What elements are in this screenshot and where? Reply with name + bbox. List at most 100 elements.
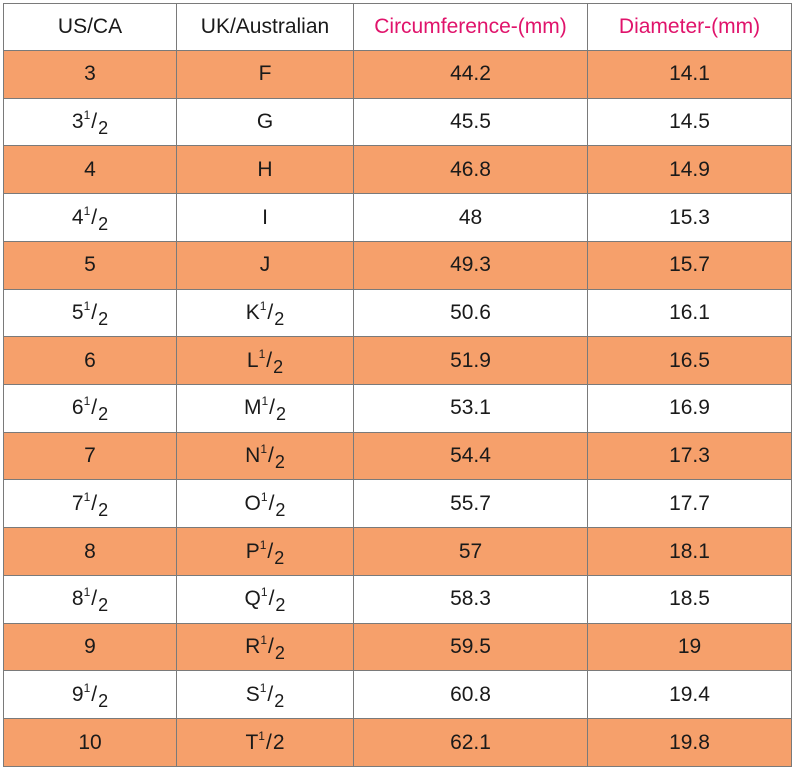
fraction-denominator: 2 [275,595,286,616]
fraction-denominator: 2 [274,308,285,329]
cell-uk-australian: P1/2 [176,527,354,576]
table-row: 91/2 S1/2 60.8 19.4 [3,670,792,720]
cell-uk-australian: S1/2 [176,670,354,720]
fraction-slash: / [91,587,98,611]
cell-us-ca: 61/2 [3,384,177,433]
cell-diameter: 17.3 [587,431,792,481]
cell-diameter: 18.1 [587,527,792,576]
fraction-denominator: 2 [276,404,287,425]
cell-uk-australian: T1/2 [176,718,354,767]
cell-us-ca: 10 [3,718,177,767]
cell-diameter: 19 [587,622,792,672]
cell-uk-australian: R1/2 [176,622,354,672]
cell-diameter: 14.9 [587,145,792,195]
size-base: 3 [84,62,96,86]
cell-circumference: 59.5 [353,622,588,672]
size-base: 7 [84,444,96,468]
size-base: 4 [84,157,96,181]
table-row: 10 T1/2 62.1 19.8 [3,718,792,767]
fraction-slash: / [268,634,274,658]
table-row: 71/2 O1/2 55.7 17.7 [3,479,792,529]
cell-circumference: 48 [353,193,588,242]
size-base: L [246,348,259,372]
size-base: 3 [71,110,84,134]
cell-diameter: 19.4 [587,670,792,720]
fraction-numerator: 1 [83,108,91,123]
fraction-slash: / [91,491,98,515]
cell-diameter: 16.1 [587,288,792,338]
cell-uk-australian: L1/2 [176,336,354,386]
fraction-numerator: 1 [83,489,91,504]
cell-circumference: 44.2 [353,50,588,99]
cell-circumference: 45.5 [353,97,588,147]
ring-size-table: US/CA UK/Australian Circumference-(mm) D… [3,3,792,767]
cell-uk-australian: Q1/2 [176,574,354,624]
header-us-ca: US/CA [3,3,177,51]
fraction-numerator: 1 [83,298,91,313]
fraction-numerator: 1 [83,394,91,409]
cell-us-ca: 51/2 [3,288,177,338]
fraction-denominator: 2 [98,595,109,616]
cell-us-ca: 5 [3,240,177,290]
fraction-denominator: 2 [274,547,285,568]
table-row: 51/2 K1/2 50.6 16.1 [3,288,792,338]
size-base: I [262,205,268,229]
cell-diameter: 17.7 [587,479,792,529]
fraction-slash: / [267,682,274,706]
fraction-denominator: 2 [98,118,109,139]
table-row: 4 H 46.8 14.9 [3,145,792,195]
cell-uk-australian: H [176,145,354,195]
cell-uk-australian: N1/2 [176,431,354,481]
fraction-slash: / [265,730,272,754]
cell-circumference: 49.3 [353,240,588,290]
cell-diameter: 16.9 [587,384,792,433]
table-row: 61/2 M1/2 53.1 16.9 [3,384,792,433]
fraction-denominator: 2 [98,690,109,711]
size-base: 4 [71,205,84,229]
fraction-slash: / [268,444,274,468]
fraction-numerator: 1 [259,537,267,552]
size-base: 9 [71,682,84,706]
fraction-numerator: 1 [259,680,267,695]
table-row: 31/2 G 45.5 14.5 [3,97,792,147]
cell-us-ca: 31/2 [3,97,177,147]
cell-us-ca: 41/2 [3,193,177,242]
cell-diameter: 16.5 [587,336,792,386]
fraction-denominator: 2 [275,499,286,520]
fraction-denominator: 2 [98,308,109,329]
cell-us-ca: 9 [3,622,177,672]
table-row: 7 N1/2 54.4 17.3 [3,431,792,481]
cell-uk-australian: O1/2 [176,479,354,529]
cell-diameter: 19.8 [587,718,792,767]
table-row: 81/2 Q1/2 58.3 18.5 [3,574,792,624]
cell-circumference: 60.8 [353,670,588,720]
cell-diameter: 15.3 [587,193,792,242]
fraction-numerator: 1 [260,585,268,600]
fraction-denominator: 2 [98,404,109,425]
cell-circumference: 51.9 [353,336,588,386]
cell-uk-australian: G [176,97,354,147]
cell-diameter: 18.5 [587,574,792,624]
fraction-denominator: 2 [273,356,284,377]
fraction-slash: / [91,396,98,420]
fraction-denominator: 2 [98,213,109,234]
fraction-denominator: 2 [274,690,285,711]
fraction-numerator: 1 [259,298,267,313]
cell-us-ca: 91/2 [3,670,177,720]
table-row: 9 R1/2 59.5 19 [3,622,792,672]
cell-circumference: 50.6 [353,288,588,338]
table-row: 3 F 44.2 14.1 [3,50,792,99]
header-row: US/CA UK/Australian Circumference-(mm) D… [3,3,792,51]
cell-uk-australian: K1/2 [176,288,354,338]
fraction-numerator: 1 [260,632,267,647]
cell-uk-australian: I [176,193,354,242]
cell-us-ca: 81/2 [3,574,177,624]
fraction-denominator: 2 [274,452,285,473]
size-base: 10 [78,730,102,754]
cell-circumference: 46.8 [353,145,588,195]
cell-us-ca: 7 [3,431,177,481]
header-uk-australian: UK/Australian [176,3,354,51]
cell-circumference: 58.3 [353,574,588,624]
size-base: T [245,730,259,754]
fraction-numerator: 1 [258,728,265,743]
